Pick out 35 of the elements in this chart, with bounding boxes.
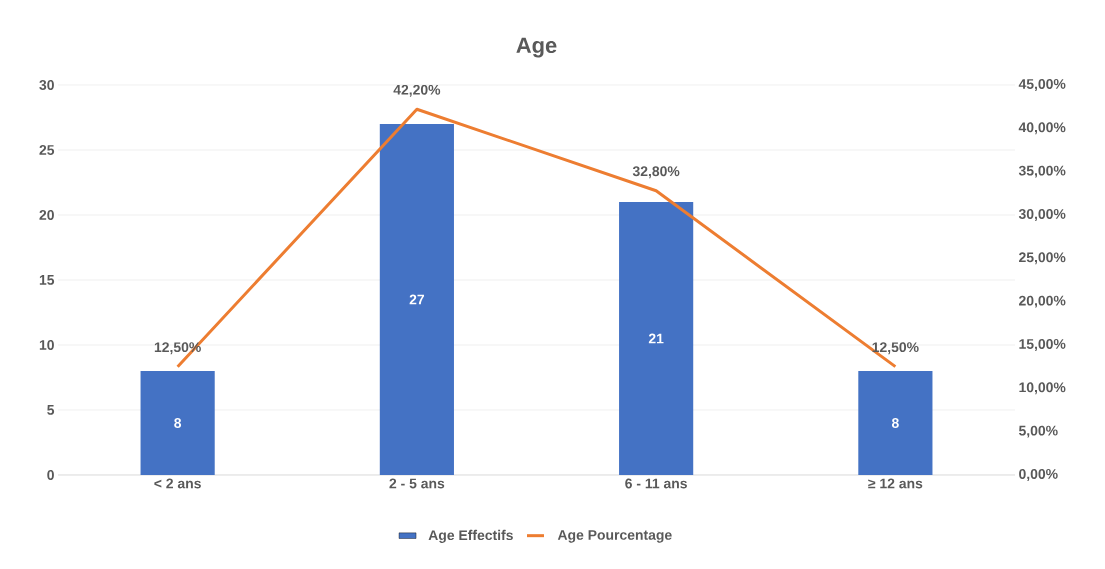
y-tick-label: 30 xyxy=(39,80,54,90)
y2-tick-label: 20,00% xyxy=(1019,295,1066,308)
bar xyxy=(858,370,933,475)
y2-tick-label: 5,00% xyxy=(1018,425,1058,438)
y2-tick-label: 25,00% xyxy=(1019,252,1066,265)
data-label: 27 xyxy=(409,294,425,305)
y-tick-label: 25 xyxy=(39,145,55,155)
y-tick-label: 5 xyxy=(47,405,55,415)
bar xyxy=(379,123,454,475)
bar xyxy=(140,370,215,475)
y-tick-label: 20 xyxy=(39,210,54,220)
y2-tick-label: 40,00% xyxy=(1018,122,1066,135)
y2-tick-label: 45,00% xyxy=(1018,79,1066,91)
y2-tick-label: 0,00% xyxy=(1019,469,1058,481)
x-tick-label: 2 - 5 ans xyxy=(389,478,445,489)
x-tick-label: ≥ 12 ans xyxy=(868,478,923,489)
legend-label: Age Effectifs xyxy=(428,529,513,543)
legend-label: Age Pourcentage xyxy=(557,530,672,543)
bar xyxy=(619,201,694,475)
data-label: 32,80% xyxy=(632,166,680,179)
x-tick-label: 6 - 11 ans xyxy=(625,478,687,489)
data-label: 21 xyxy=(648,333,664,344)
x-tick-label: < 2 ans xyxy=(154,478,201,489)
data-label: 8 xyxy=(174,418,182,428)
data-label: 12,50% xyxy=(872,342,919,355)
y-tick-label: 0 xyxy=(47,470,54,480)
y2-tick-label: 10,00% xyxy=(1019,382,1066,395)
data-label: 42,20% xyxy=(393,84,441,97)
chart-title: Age xyxy=(516,37,557,58)
y2-tick-label: 30,00% xyxy=(1018,209,1066,221)
data-label: 8 xyxy=(891,418,899,428)
y-tick-label: 15 xyxy=(39,275,55,285)
y2-tick-label: 35,00% xyxy=(1018,165,1066,178)
y-tick-label: 10 xyxy=(39,340,54,350)
y2-tick-label: 15,00% xyxy=(1019,339,1066,351)
